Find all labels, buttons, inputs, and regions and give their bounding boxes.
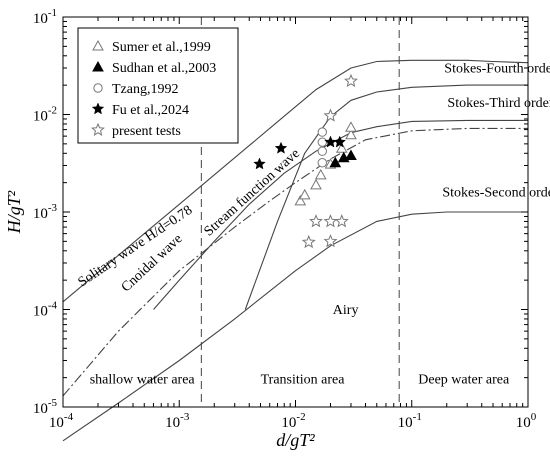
data-point-triangle-open: [345, 128, 357, 140]
data-point-triangle-open: [298, 188, 311, 200]
data-point-star-filled: [274, 141, 288, 154]
legend-entry-label: Tzang,1992: [112, 82, 178, 97]
legend-entry-label: present tests: [112, 124, 181, 139]
x-tick-label: 10-2: [281, 411, 305, 431]
data-point-star-open: [323, 108, 338, 122]
legend-box: [77, 27, 239, 144]
legend-marker-star-filled: [91, 102, 105, 115]
reference-curve: [244, 84, 528, 310]
reference-curve: [153, 119, 528, 310]
legend-marker-triangle-open: [92, 39, 104, 51]
y-tick-label: 10-4: [33, 300, 58, 320]
y-tick-labels: 10-5 10-4 10-3 10-2 10-1: [33, 7, 58, 417]
data-point-circle-open: [317, 158, 327, 168]
x-tick-label: 100: [516, 411, 537, 431]
y-tick-label: 10-1: [33, 7, 57, 27]
reference-curves-layer: [62, 59, 529, 442]
legend-marker-star-open: [91, 122, 105, 136]
curve-annotation: Stokes-Third order: [447, 96, 550, 111]
x-axis-label: d/gT²: [276, 430, 315, 450]
data-point-triangle-open: [314, 168, 327, 180]
legend-entry-label: Sumer et al.,1999: [112, 40, 211, 55]
legend-marker-triangle-filled: [92, 60, 104, 72]
y-tick-label: 10-2: [33, 105, 57, 125]
curve-annotation: Airy: [333, 303, 359, 318]
data-point-star-open: [323, 234, 338, 248]
curve-annotation: Stokes-Second order: [442, 185, 550, 200]
markers-layer: [253, 73, 358, 249]
data-point-triangle-open: [345, 121, 357, 132]
data-point-star-filled: [333, 135, 347, 148]
legend-marker-circle-open: [93, 83, 103, 93]
x-tick-label: 10-3: [165, 411, 190, 431]
x-tick-label: 10-1: [398, 411, 422, 431]
reference-curve: [62, 127, 528, 397]
data-point-circle-open: [317, 137, 327, 147]
x-tick-labels: 10-4 10-3 10-2 10-1 100: [49, 411, 537, 431]
legend-entry-label: Fu et al.,2024: [112, 103, 189, 118]
data-point-star-open: [334, 214, 349, 228]
data-point-triangle-open: [335, 142, 348, 153]
curve-annotation: Stokes-Fourth order: [444, 61, 550, 76]
curve-annotation: Transition area: [261, 372, 346, 387]
data-point-circle-open: [317, 127, 327, 137]
data-point-star-open: [301, 234, 316, 249]
curve-annotation: Stream function wave: [202, 146, 303, 239]
reference-curve: [62, 59, 529, 303]
legend: Sumer et al.,1999 Sudhan et al.,2003 Tzang…: [77, 27, 239, 144]
data-point-star-open: [323, 214, 338, 228]
data-point-triangle-open: [310, 178, 322, 190]
axis-ticks: [62, 17, 528, 408]
legend-entry-label: Sudhan et al.,2003: [112, 61, 216, 76]
x-tick-label: 10-4: [49, 411, 74, 431]
reference-curve: [62, 211, 528, 442]
data-point-star-open: [344, 73, 358, 88]
data-point-triangle-open: [294, 194, 307, 206]
data-point-triangle-filled: [345, 149, 357, 160]
y-axis-label: H/gT²: [4, 190, 24, 234]
y-tick-label: 10-3: [33, 202, 58, 222]
data-point-star-filled: [253, 157, 266, 170]
y-tick-label: 10-5: [33, 397, 58, 417]
curve-annotation: Deep water area: [418, 372, 510, 387]
data-point-star-open: [309, 214, 323, 228]
curve-annotation: shallow water area: [90, 372, 196, 387]
data-point-triangle-filled: [329, 156, 342, 168]
data-point-circle-open: [317, 146, 327, 156]
